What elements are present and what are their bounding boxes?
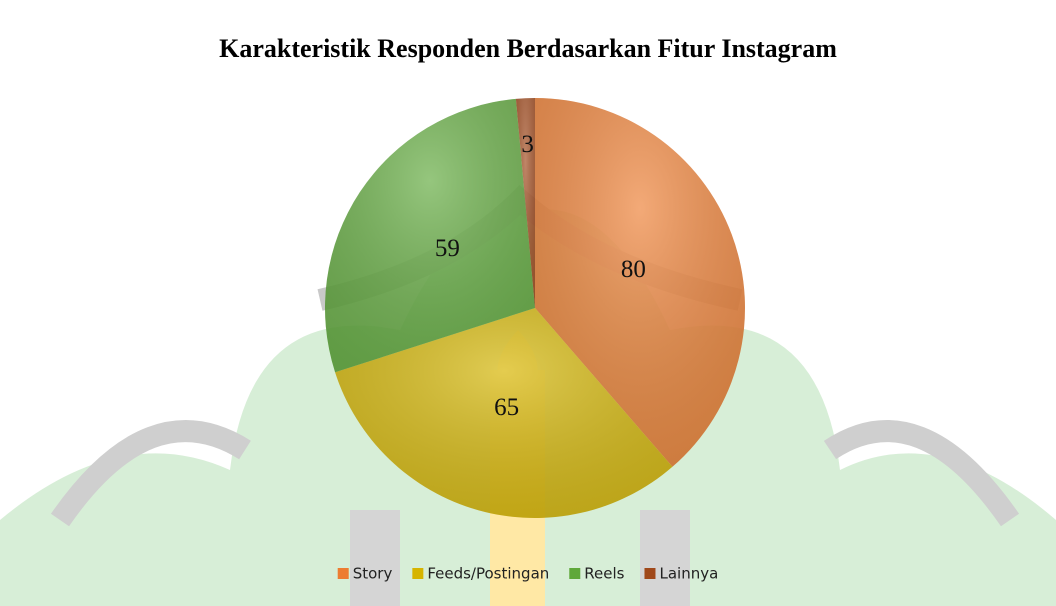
data-label: 65 xyxy=(494,394,519,421)
slice-shade xyxy=(325,98,535,373)
data-label: 59 xyxy=(435,235,460,262)
legend-label: Reels xyxy=(584,565,624,583)
legend-label: Story xyxy=(353,565,393,583)
legend-swatch xyxy=(644,568,656,579)
pie: 80 65 59 3 xyxy=(325,98,746,519)
legend-swatch xyxy=(337,568,349,579)
legend-label: Feeds/Postingan xyxy=(427,565,549,583)
slice-shade xyxy=(515,98,535,308)
legend-swatch xyxy=(412,568,424,579)
slice-shade xyxy=(335,308,673,519)
legend-label: Lainnya xyxy=(659,565,718,583)
data-label: 3 xyxy=(521,131,534,158)
legend-swatch xyxy=(569,568,581,579)
data-label: 80 xyxy=(621,256,646,283)
slice-shade xyxy=(535,98,746,467)
chart-title: Karakteristik Responden Berdasarkan Fitu… xyxy=(219,34,837,63)
legend: Story Feeds/Postingan Reels Lainnya xyxy=(337,565,718,583)
